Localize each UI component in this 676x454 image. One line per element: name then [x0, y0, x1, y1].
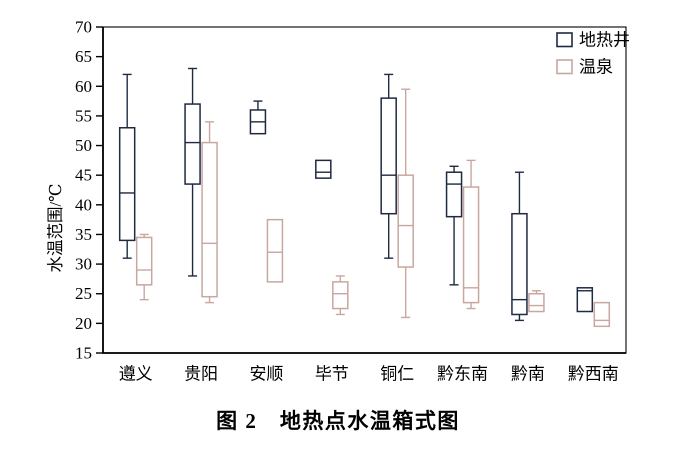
box-温泉-铜仁 [397, 88, 414, 319]
y-tick-label: 15 [75, 344, 92, 363]
y-tick-label: 25 [75, 284, 92, 303]
legend-label: 温泉 [579, 58, 613, 77]
box-iqr [445, 171, 463, 218]
y-tick-label: 35 [75, 225, 92, 244]
box-iqr [397, 174, 414, 268]
box-温泉-黔南 [528, 290, 545, 313]
box-iqr [201, 141, 218, 298]
box-iqr [528, 292, 545, 313]
x-category-label: 毕节 [315, 365, 349, 384]
box-温泉-毕节 [332, 275, 349, 316]
y-tick-label: 70 [75, 18, 92, 37]
box-温泉-黔东南 [462, 159, 480, 310]
box-地热井-黔西南 [576, 287, 594, 313]
boxplot-svg: 15 20 25 30 35 40 45 50 55 60 65 70 水温范围/℃ 遵义 贵阳 安顺 毕节 铜仁… [46, 18, 630, 384]
x-category-label: 铜仁 [380, 365, 414, 384]
box-iqr [462, 186, 480, 304]
box-iqr [135, 236, 153, 286]
legend-item-温泉: 温泉 [556, 58, 613, 77]
box-温泉-安顺 [266, 218, 284, 283]
box-温泉-黔西南 [593, 301, 611, 328]
y-tick-label: 65 [75, 47, 92, 66]
box-温泉-遵义 [135, 233, 153, 301]
legend-label: 地热井 [579, 31, 630, 50]
x-category-label: 安顺 [249, 365, 283, 384]
legend-swatch [556, 32, 573, 48]
y-tick-label: 20 [75, 314, 92, 333]
box-地热井-贵阳 [184, 67, 201, 277]
y-tick-label: 55 [75, 106, 92, 125]
legend-swatch [556, 59, 573, 75]
x-category-label: 贵阳 [184, 365, 218, 384]
figure-caption: 图 2 地热点水温箱式图 [216, 409, 460, 433]
box-iqr [118, 127, 136, 242]
box-iqr [266, 218, 284, 283]
x-category-label: 黔西南 [568, 365, 619, 384]
legend-item-地热井: 地热井 [556, 31, 630, 50]
box-地热井-安顺 [249, 100, 267, 135]
x-category-label: 遵义 [119, 365, 153, 384]
box-iqr [511, 212, 528, 316]
x-category-label: 黔南 [511, 365, 545, 384]
y-axis-title: 水温范围/℃ [46, 183, 65, 272]
box-iqr [315, 159, 332, 179]
box-iqr [576, 287, 594, 313]
box-地热井-铜仁 [380, 73, 397, 259]
box-温泉-贵阳 [201, 121, 218, 304]
plot-frame [102, 26, 627, 354]
box-iqr [380, 97, 397, 215]
box-地热井-黔南 [511, 171, 528, 322]
y-tick-label: 40 [75, 195, 92, 214]
box-地热井-黔东南 [445, 165, 463, 286]
y-tick-label: 60 [75, 77, 92, 96]
y-tick-label: 30 [75, 255, 92, 274]
box-地热井-遵义 [118, 73, 136, 259]
axis-lines [102, 27, 626, 354]
x-category-label: 黔东南 [437, 365, 488, 384]
box-iqr [184, 103, 201, 185]
box-地热井-毕节 [315, 159, 332, 179]
box-iqr [593, 301, 611, 328]
y-tick-label: 50 [75, 136, 92, 155]
box-iqr [332, 281, 349, 310]
y-tick-label: 45 [75, 166, 92, 185]
